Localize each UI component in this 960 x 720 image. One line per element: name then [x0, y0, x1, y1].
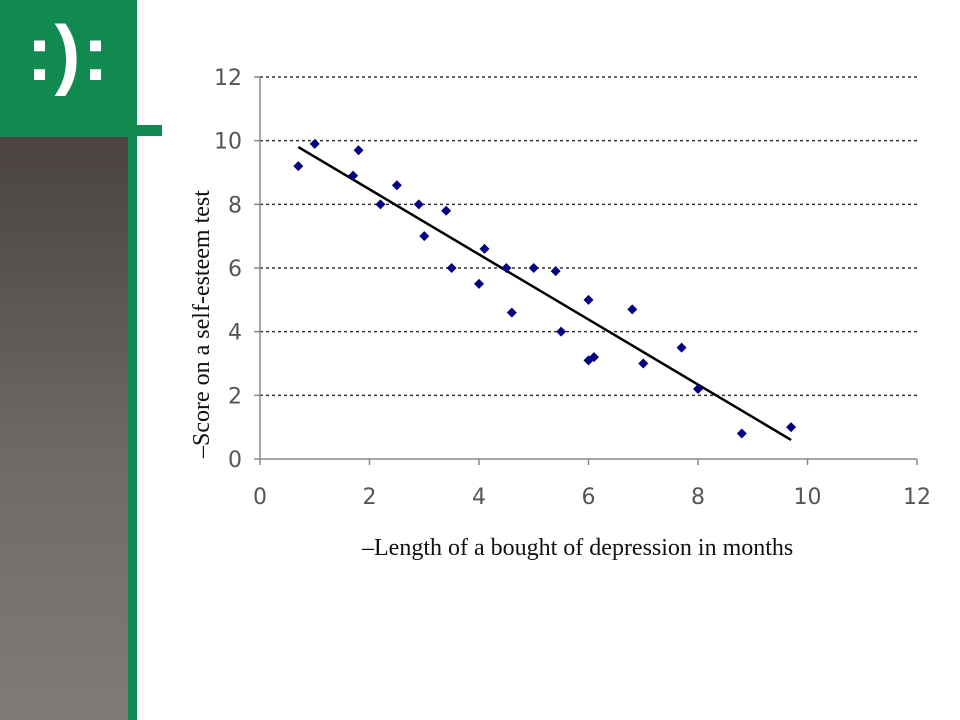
- x-tick-label: 0: [253, 485, 267, 510]
- x-tick-label: 8: [691, 485, 705, 510]
- data-point: [786, 422, 797, 433]
- data-point: [638, 358, 649, 369]
- sidebar-panel: [0, 137, 128, 720]
- data-point: [419, 231, 430, 242]
- data-point: [474, 278, 484, 289]
- x-tick-label: 12: [903, 485, 931, 510]
- logo: :):: [0, 0, 137, 137]
- y-tick-label: 0: [228, 448, 242, 473]
- y-axis-title: –Score on a self-esteem test: [189, 190, 215, 458]
- sidebar-stripe: [128, 0, 137, 720]
- data-point: [506, 307, 517, 318]
- logo-text: :):: [26, 9, 111, 97]
- data-point: [528, 263, 539, 273]
- y-tick-label: 4: [228, 321, 242, 346]
- x-tick-label: 10: [794, 485, 822, 510]
- data-point: [348, 170, 359, 181]
- y-tick-label: 10: [214, 130, 242, 155]
- x-tick-label: 2: [363, 485, 377, 510]
- y-tick-label: 6: [228, 257, 242, 282]
- data-point: [588, 352, 599, 363]
- data-point: [736, 428, 747, 439]
- data-point: [353, 145, 364, 156]
- x-tick-label: 4: [472, 485, 486, 510]
- data-point: [309, 138, 320, 149]
- data-point: [676, 342, 687, 353]
- y-tick-label: 8: [228, 193, 242, 218]
- data-point: [550, 266, 561, 277]
- logo-accent-bar: [137, 125, 162, 136]
- data-point: [446, 263, 457, 273]
- data-point: [441, 205, 452, 216]
- data-point: [556, 326, 567, 337]
- y-tick-label: 2: [228, 384, 242, 409]
- x-axis-title: –Length of a bought of depression in mon…: [362, 535, 794, 561]
- data-point: [391, 180, 402, 191]
- trendline: [297, 145, 792, 441]
- data-point: [375, 199, 386, 210]
- data-point: [501, 263, 512, 273]
- y-tick-label: 12: [214, 66, 242, 91]
- data-point: [293, 161, 304, 172]
- data-point: [479, 243, 490, 254]
- data-point: [627, 304, 638, 315]
- x-tick-label: 6: [582, 485, 596, 510]
- data-point: [413, 199, 424, 210]
- data-point: [693, 383, 703, 394]
- data-point: [583, 294, 594, 305]
